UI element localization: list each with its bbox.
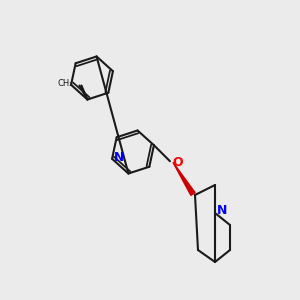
Text: N: N xyxy=(217,205,227,218)
Text: O: O xyxy=(172,156,182,169)
Text: CH₃: CH₃ xyxy=(58,79,74,88)
Polygon shape xyxy=(173,162,195,195)
Text: N: N xyxy=(114,151,124,164)
